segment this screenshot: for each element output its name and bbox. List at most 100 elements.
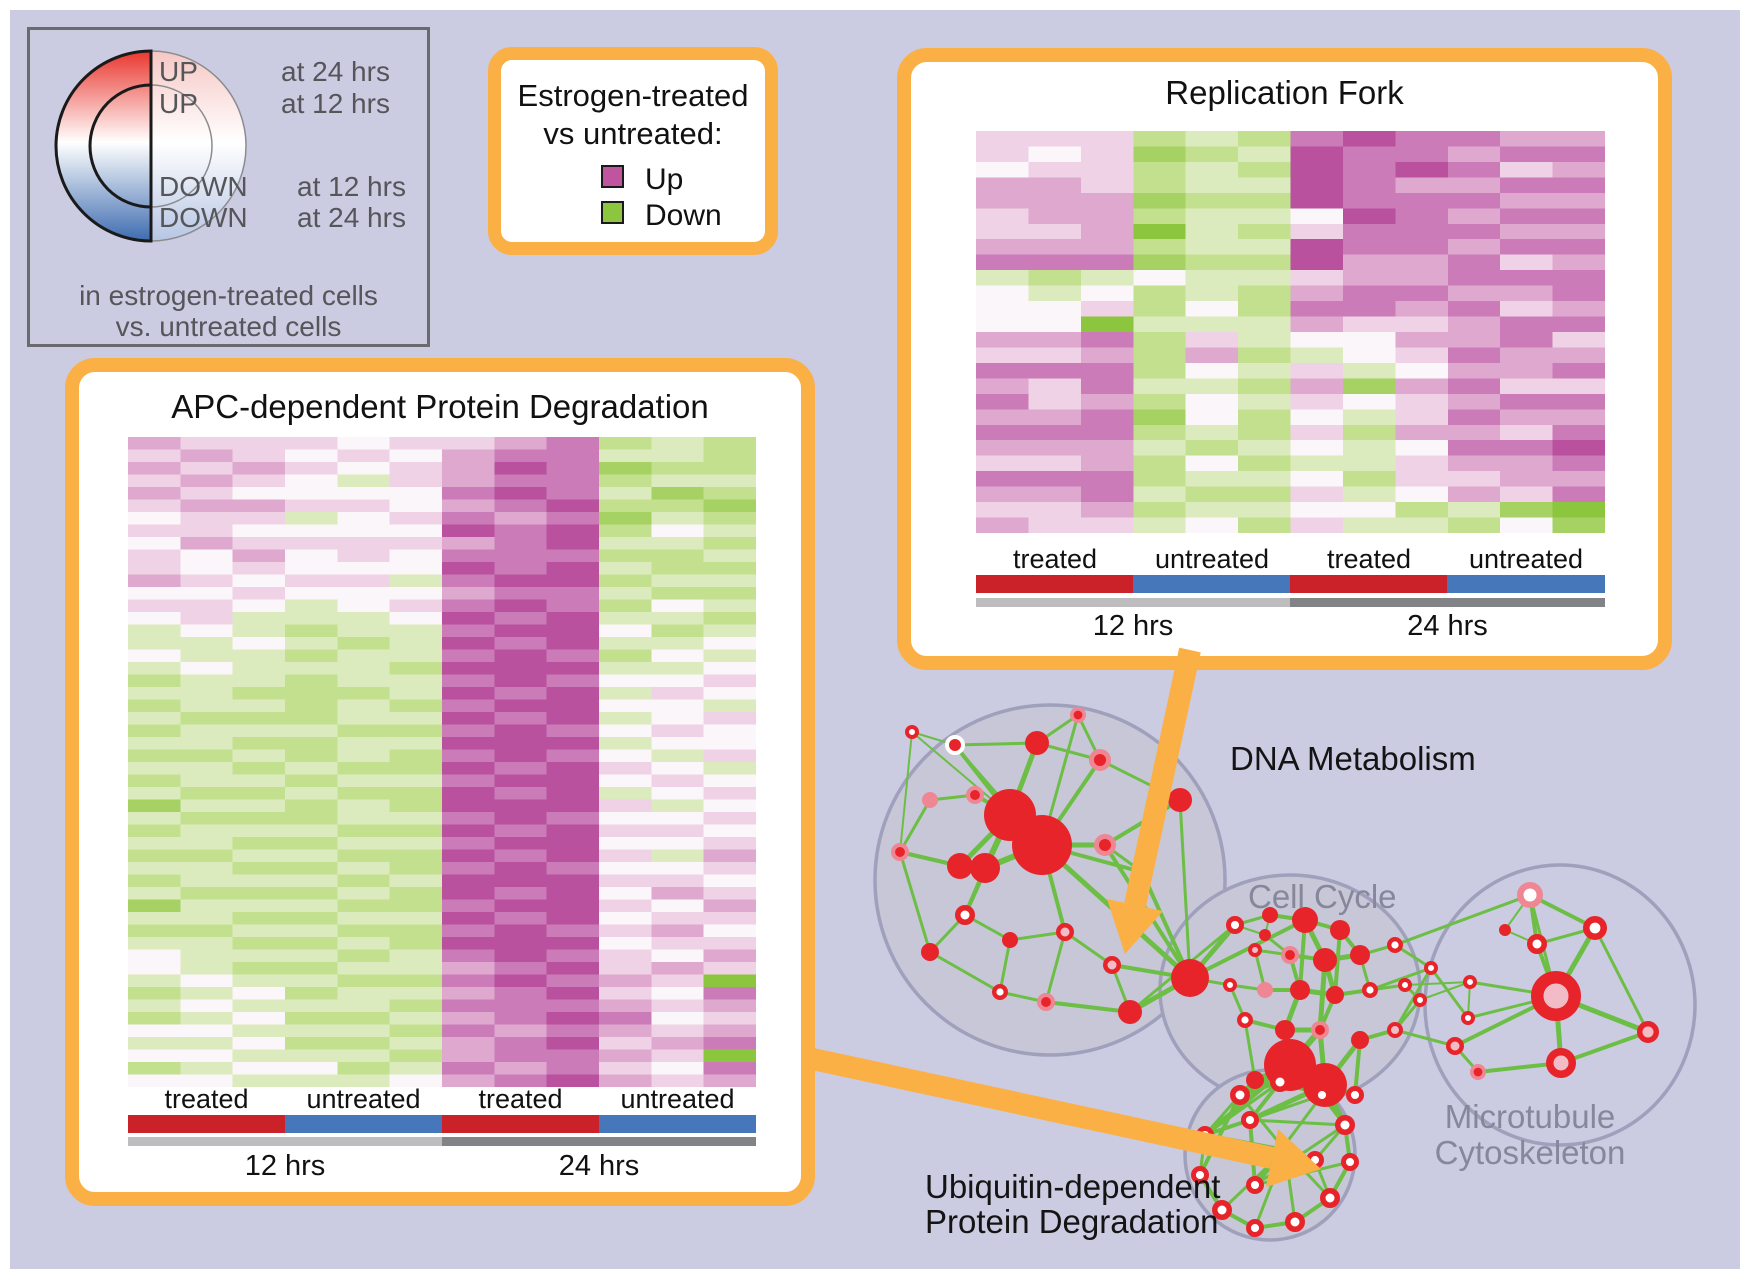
heatmap-cell <box>285 812 339 825</box>
heatmap-cell <box>1290 502 1345 519</box>
heatmap-cell <box>285 474 339 488</box>
heatmap-cell <box>232 587 287 600</box>
heatmap-cell <box>546 587 601 600</box>
heatmap-cell <box>651 774 706 788</box>
heatmap-cell <box>285 512 339 525</box>
heatmap-cell <box>232 949 287 963</box>
heatmap-cell <box>442 649 496 663</box>
heatmap-cell <box>128 949 182 963</box>
heatmap-cell <box>1133 285 1188 302</box>
heatmap-cell <box>1290 471 1345 488</box>
heatmap-cell <box>128 437 182 450</box>
heatmap-cell <box>1342 502 1397 519</box>
heatmap-cell <box>232 799 287 813</box>
rf-panel-title: Replication Fork <box>1165 74 1404 111</box>
heatmap-cell <box>232 462 287 475</box>
heatmap-cell <box>599 899 653 913</box>
heatmap-cell <box>1552 146 1605 163</box>
heatmap-cell <box>337 949 392 963</box>
heatmap-cell <box>1500 254 1555 271</box>
network-node-c9 <box>1223 978 1237 992</box>
heatmap-cell <box>599 624 653 638</box>
heatmap-cell <box>337 712 392 725</box>
heatmap-cell <box>546 774 601 788</box>
heatmap-cell <box>1185 177 1240 194</box>
microtubule-label-line1: Microtubule <box>1444 1098 1616 1135</box>
heatmap-cell <box>976 254 1030 271</box>
heatmap-cell <box>976 146 1030 163</box>
heatmap-cell <box>494 662 549 675</box>
heatmap-cell <box>1238 316 1293 333</box>
heatmap-cell <box>494 1012 549 1025</box>
heatmap-cell <box>285 987 339 1000</box>
heatmap-cell <box>1133 347 1188 364</box>
heatmap-cell <box>703 999 756 1013</box>
heatmap-cell <box>546 787 601 800</box>
heatmap-cell <box>546 712 601 725</box>
heatmap-cell <box>337 449 392 463</box>
heatmap-cell <box>285 662 339 675</box>
network-node-c7 <box>1350 945 1370 965</box>
heatmap-cell <box>285 962 339 975</box>
heatmap-cell <box>1500 362 1555 379</box>
heatmap-cell <box>1028 177 1083 194</box>
heatmap-cell <box>651 587 706 600</box>
heatmap-cell <box>1080 440 1135 457</box>
heatmap-cell <box>232 624 287 638</box>
heatmap-cell <box>1447 455 1502 472</box>
heatmap-cell <box>703 499 756 513</box>
heatmap-cell <box>389 749 444 763</box>
heatmap-cell <box>1185 502 1240 519</box>
heatmap-cell <box>599 599 653 613</box>
heatmap-cell <box>128 624 182 638</box>
heatmap-cell <box>546 662 601 675</box>
heatmap-cell <box>494 487 549 500</box>
heatmap-cell <box>232 937 287 950</box>
ubiquitin-label-line1: Ubiquitin-dependent <box>925 1168 1221 1205</box>
heatmap-cell <box>1080 502 1135 519</box>
network-edge <box>1593 927 1650 1033</box>
heatmap-cell <box>599 937 653 950</box>
heatmap-cell <box>1133 131 1188 147</box>
heatmap-cell <box>651 837 706 850</box>
heatmap-cell <box>1395 131 1450 147</box>
heatmap-cell <box>976 161 1030 178</box>
heatmap-cell <box>442 737 496 750</box>
heatmap-cell <box>1552 270 1605 287</box>
heatmap-cell <box>442 712 496 725</box>
heatmap-cell <box>703 1037 756 1050</box>
heatmap-cell <box>180 687 235 700</box>
heatmap-cell <box>389 499 444 513</box>
heatmap-cell <box>599 762 653 775</box>
heatmap-cell <box>442 474 496 488</box>
heatmap-cell <box>128 649 182 663</box>
heatmap-cell <box>1500 502 1555 519</box>
heatmap-cell <box>546 562 601 575</box>
heatmap-cell <box>651 662 706 675</box>
heatmap-cell <box>1342 424 1397 441</box>
heatmap-cell <box>128 1012 182 1025</box>
heatmap-cell <box>1080 223 1135 240</box>
heatmap-cell <box>703 737 756 750</box>
heatmap-cell <box>232 637 287 650</box>
ring-row-word-2: DOWN <box>159 171 248 202</box>
heatmap-cell <box>442 887 496 900</box>
heatmap-cell <box>128 1074 182 1087</box>
heatmap-cell <box>1395 362 1450 379</box>
heatmap-cell <box>389 624 444 638</box>
heatmap-cell <box>232 549 287 563</box>
heatmap-cell <box>703 899 756 913</box>
heatmap-cell <box>494 874 549 888</box>
down-color-swatch <box>601 201 624 224</box>
heatmap-cell <box>442 824 496 838</box>
heatmap-cell <box>1552 471 1605 488</box>
heatmap-cell <box>976 177 1030 194</box>
heatmap-cell <box>285 699 339 713</box>
network-edge <box>1560 1030 1649 1065</box>
inner-ring-right-half <box>150 84 213 208</box>
heatmap-cell <box>232 924 287 938</box>
heatmap-cell <box>494 524 549 538</box>
heatmap-cell <box>1552 409 1605 426</box>
heatmap-cell <box>651 712 706 725</box>
heatmap-cell <box>703 912 756 925</box>
